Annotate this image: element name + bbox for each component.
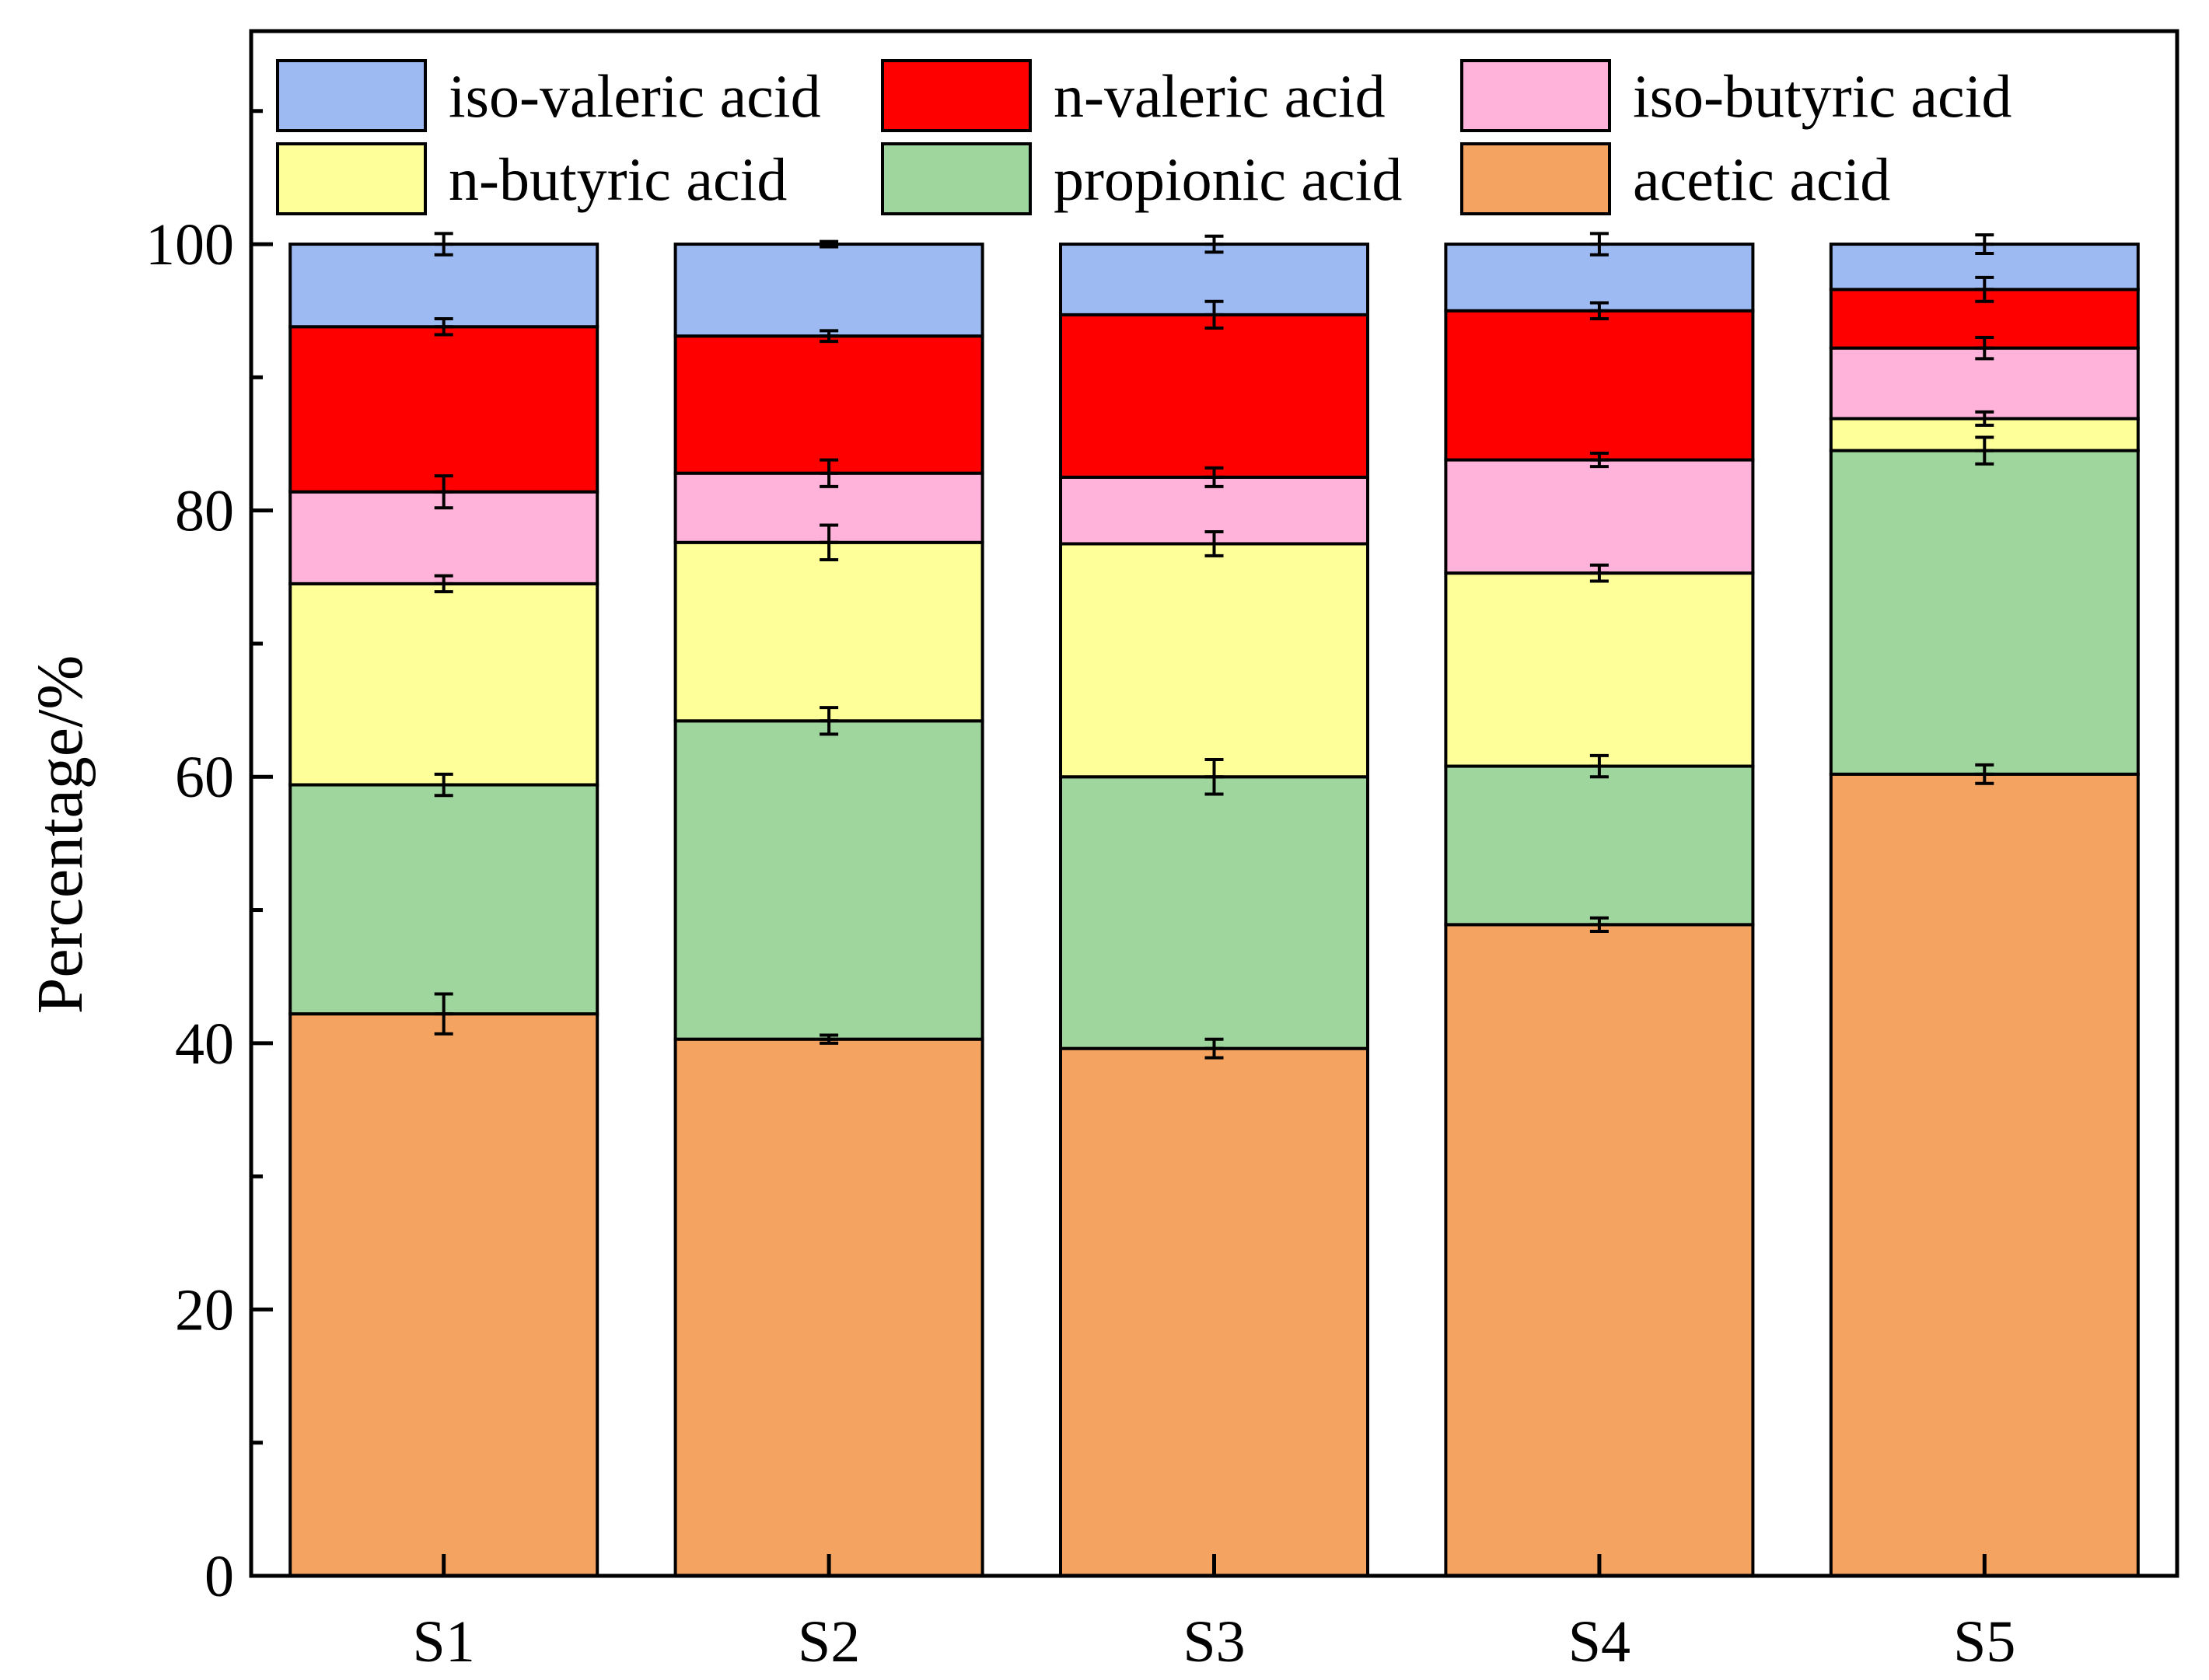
bar-segment-n-valeric-acid-S1	[288, 325, 599, 494]
bar-segment-propionic-acid-S5	[1829, 449, 2140, 776]
bar-segment-n-valeric-acid-S3	[1059, 313, 1369, 479]
bar-segment-acetic-acid-S2	[673, 1037, 984, 1578]
legend-label-n-butyric-acid: n-butyric acid	[449, 145, 787, 213]
legend-label-n-valeric-acid: n-valeric acid	[1054, 62, 1386, 130]
y-tick-label: 40	[175, 1011, 234, 1077]
bar-segment-acetic-acid-S5	[1829, 772, 2140, 1577]
bar-segment-n-valeric-acid-S4	[1444, 309, 1755, 462]
legend-swatch-iso-butyric-acid	[1460, 59, 1611, 132]
legend-swatch-iso-valeric-acid	[276, 59, 427, 132]
legend-swatch-acetic-acid	[1460, 142, 1611, 215]
bar-segment-propionic-acid-S1	[288, 783, 599, 1016]
bars-layer	[288, 243, 2140, 1578]
y-tick-label: 80	[175, 479, 234, 544]
y-axis-ticks: 0 20 40 60 80 100	[145, 109, 273, 1609]
bar-segment-n-valeric-acid-S2	[673, 334, 984, 475]
y-tick-label: 100	[145, 212, 234, 278]
y-tick-label: 60	[175, 745, 234, 810]
bar-segment-propionic-acid-S4	[1444, 764, 1755, 927]
bar-segment-iso-valeric-acid-S1	[288, 243, 599, 329]
bar-segment-acetic-acid-S1	[288, 1012, 599, 1577]
legend-swatch-n-valeric-acid	[881, 59, 1032, 132]
legend-label-iso-valeric-acid: iso-valeric acid	[449, 62, 821, 130]
x-category-label: S3	[1183, 1609, 1245, 1675]
bar-segment-propionic-acid-S2	[673, 719, 984, 1041]
x-category-label: S5	[1953, 1609, 2015, 1675]
legend-swatch-n-butyric-acid	[276, 142, 427, 215]
bar-segment-n-butyric-acid-S4	[1444, 571, 1755, 768]
legend-label-acetic-acid: acetic acid	[1633, 145, 1890, 213]
bar-segment-iso-butyric-acid-S4	[1444, 458, 1755, 575]
bar-segment-n-butyric-acid-S1	[288, 582, 599, 787]
legend-swatch-propionic-acid	[881, 142, 1032, 215]
x-axis-categories: S1 S2 S3 S4 S5	[413, 1554, 2015, 1675]
bar-segment-acetic-acid-S3	[1059, 1046, 1369, 1577]
legend: iso-valeric acid n-valeric acid iso-butyri…	[276, 59, 2012, 215]
bar-segment-propionic-acid-S3	[1059, 775, 1369, 1050]
bar-segment-n-butyric-acid-S3	[1059, 542, 1369, 779]
bar-segment-acetic-acid-S4	[1444, 923, 1755, 1577]
legend-label-propionic-acid: propionic acid	[1054, 145, 1402, 213]
y-tick-label: 20	[175, 1277, 234, 1343]
x-category-label: S1	[413, 1609, 475, 1675]
x-category-label: S2	[798, 1609, 860, 1675]
legend-label-iso-butyric-acid: iso-butyric acid	[1633, 62, 2012, 130]
y-axis-title: Percentage/%	[24, 655, 96, 1015]
y-tick-label: 0	[204, 1544, 234, 1609]
error-bars-layer	[434, 232, 1994, 1060]
bar-segment-iso-valeric-acid-S2	[673, 243, 984, 338]
x-category-label: S4	[1568, 1609, 1631, 1675]
bar-segment-n-butyric-acid-S2	[673, 540, 984, 723]
